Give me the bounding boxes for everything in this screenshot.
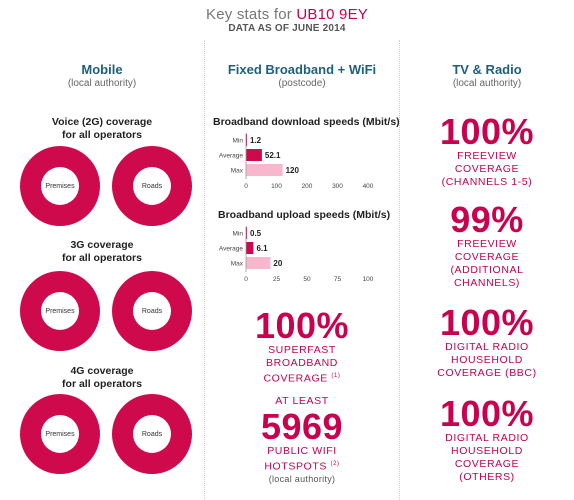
category-label: Average bbox=[219, 153, 243, 160]
category-label: Average bbox=[219, 246, 243, 253]
tv-column-header: TV & Radio (local authority) bbox=[400, 62, 574, 89]
wifi-hotspot-count: 5969 bbox=[260, 406, 344, 447]
freeview-additional-stat: 99% FREEVIEW COVERAGE (ADDITIONAL CHANNE… bbox=[450, 199, 524, 290]
mobile-heading: Mobile bbox=[81, 62, 123, 77]
bar bbox=[246, 134, 247, 146]
bar bbox=[246, 257, 271, 269]
category-label: Min bbox=[233, 231, 244, 238]
donut-label: Roads bbox=[141, 182, 163, 190]
bar bbox=[246, 242, 254, 254]
superfast-value: 100% bbox=[254, 305, 350, 346]
digital-radio-bbc-stat: 100% DIGITAL RADIO HOUSEHOLD COVERAGE (B… bbox=[437, 302, 537, 380]
voice-premises-donut: Premises bbox=[20, 146, 100, 226]
value-label: 0.5 bbox=[250, 229, 262, 238]
bar bbox=[246, 227, 247, 239]
page-header: Key stats for UB10 9EY DATA AS OF JUNE 2… bbox=[0, 6, 574, 34]
3g-coverage-title: 3G coverage for all operators bbox=[62, 239, 142, 264]
4g-premises-donut: Premises bbox=[20, 394, 100, 474]
tick-label: 0 bbox=[244, 276, 248, 283]
value-label: 6.1 bbox=[256, 244, 268, 253]
4g-coverage-title: 4G coverage for all operators bbox=[62, 365, 142, 390]
upload-bar-chart: Min 0.5 Average 6.1 Max 20 0 25 50 75 100 bbox=[219, 226, 374, 283]
upload-chart-title: Broadband upload speeds (Mbit/s) bbox=[218, 209, 391, 221]
tick-label: 100 bbox=[271, 183, 282, 190]
superfast-stat: 100% SUPERFAST BROADBAND COVERAGE (1) bbox=[205, 308, 399, 386]
title-prefix: Key stats for bbox=[206, 6, 292, 23]
tv-heading: TV & Radio bbox=[452, 62, 522, 77]
footnote-1: (1) bbox=[331, 373, 341, 379]
tick-label: 50 bbox=[303, 276, 311, 283]
broadband-heading: Fixed Broadband + WiFi bbox=[227, 62, 377, 77]
freeview-main-stat: 100% FREEVIEW COVERAGE (CHANNELS 1-5) bbox=[439, 111, 535, 189]
mobile-column-header: Mobile (local authority) bbox=[0, 62, 204, 89]
donut-label: Roads bbox=[141, 307, 163, 315]
broadband-subheading: (postcode) bbox=[278, 78, 326, 89]
download-bar-chart: Min 1.2 Average 52.1 Max 120 0 100 200 300 400 bbox=[219, 133, 374, 190]
broadband-column-header: Fixed Broadband + WiFi (postcode) bbox=[205, 62, 399, 89]
3g-roads-donut: Roads bbox=[112, 271, 192, 351]
digital-radio-others-stat: 100% DIGITAL RADIO HOUSEHOLD COVERAGE (O… bbox=[439, 393, 535, 484]
donut-label: Premises bbox=[45, 430, 75, 438]
value-label: 52.1 bbox=[265, 151, 281, 160]
3g-premises-donut: Premises bbox=[20, 271, 100, 351]
4g-roads-donut: Roads bbox=[112, 394, 192, 474]
value-label: 20 bbox=[273, 259, 282, 268]
tv-subheading: (local authority) bbox=[452, 78, 522, 89]
tick-label: 400 bbox=[363, 183, 374, 190]
download-chart-title: Broadband download speeds (Mbit/s) bbox=[213, 116, 400, 128]
tick-label: 0 bbox=[244, 183, 248, 190]
category-label: Max bbox=[231, 168, 244, 175]
tick-label: 100 bbox=[363, 276, 374, 283]
tick-label: 300 bbox=[332, 183, 343, 190]
donut-label: Premises bbox=[45, 182, 75, 190]
value-label: 120 bbox=[286, 166, 300, 175]
tick-label: 75 bbox=[334, 276, 342, 283]
column-divider bbox=[399, 40, 400, 500]
wifi-stat: AT LEAST 5969 PUBLIC WIFI HOTSPOTS (2) (… bbox=[205, 395, 399, 484]
category-label: Max bbox=[231, 261, 244, 268]
data-date: DATA AS OF JUNE 2014 bbox=[228, 23, 346, 34]
donut-label: Premises bbox=[45, 307, 75, 315]
category-label: Min bbox=[233, 138, 244, 145]
tick-label: 25 bbox=[273, 276, 281, 283]
column-divider bbox=[204, 40, 205, 500]
tick-label: 200 bbox=[302, 183, 313, 190]
page-title: Key stats for UB10 9EY bbox=[0, 6, 574, 23]
voice-roads-donut: Roads bbox=[112, 146, 192, 226]
footnote-2: (2) bbox=[330, 461, 340, 467]
postcode: UB10 9EY bbox=[296, 6, 368, 23]
value-label: 1.2 bbox=[250, 136, 262, 145]
mobile-subheading: (local authority) bbox=[67, 78, 137, 89]
bar bbox=[246, 149, 262, 161]
bar bbox=[246, 164, 283, 176]
voice-coverage-title: Voice (2G) coverage for all operators bbox=[51, 116, 153, 141]
donut-label: Roads bbox=[141, 430, 163, 438]
